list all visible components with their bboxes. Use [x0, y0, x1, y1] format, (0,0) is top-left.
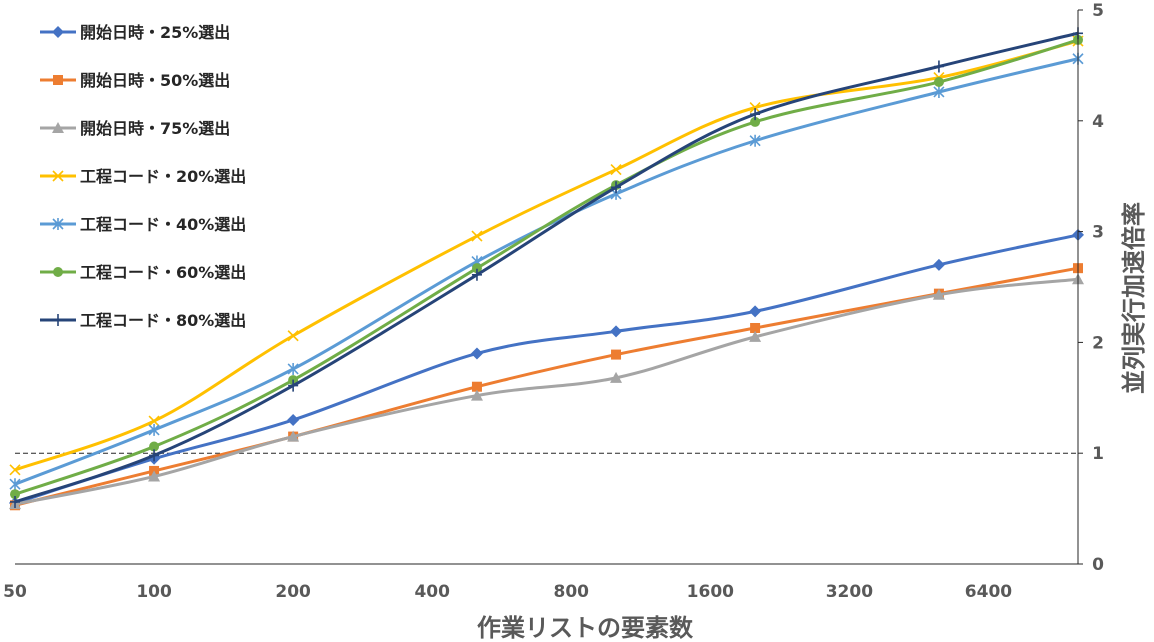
- data-point-marker: [471, 268, 482, 281]
- data-point-marker: [932, 258, 945, 271]
- legend-label: 開始日時・50%選出: [80, 71, 230, 90]
- data-point-marker: [10, 489, 20, 500]
- data-point-marker: [933, 85, 945, 98]
- data-point-marker: [288, 379, 299, 392]
- data-point-marker: [471, 381, 482, 392]
- y-tick-label: 5: [1092, 1, 1104, 21]
- data-point-marker: [148, 423, 160, 436]
- legend-label: 工程コード・60%選出: [80, 263, 246, 282]
- legend-item-1: 開始日時・25%選出: [40, 23, 230, 42]
- series-line: [14, 277, 1079, 506]
- x-tick-label: 50: [3, 582, 27, 602]
- legend: 開始日時・25%選出開始日時・50%選出開始日時・75%選出工程コード・20%選…: [40, 23, 246, 330]
- data-point-marker: [932, 288, 945, 300]
- legend-marker: [53, 314, 63, 326]
- data-point-marker: [470, 347, 483, 360]
- data-point-marker: [149, 449, 160, 462]
- legend-item-7: 工程コード・80%選出: [40, 311, 246, 330]
- data-point-marker: [749, 305, 762, 318]
- series-lines: [9, 27, 1084, 511]
- series-line: [14, 31, 1079, 504]
- x-tick-label: 100: [136, 582, 172, 602]
- legend-item-6: 工程コード・60%選出: [40, 263, 246, 282]
- data-point-marker: [471, 263, 482, 274]
- data-point-marker: [933, 77, 944, 88]
- legend-marker: [52, 26, 64, 38]
- data-point-marker: [750, 108, 761, 121]
- y-axis-title: 並列実行加速倍率: [1120, 202, 1148, 394]
- legend-marker: [52, 122, 64, 133]
- x-tick-label: 3200: [826, 582, 873, 602]
- legend-marker: [52, 170, 64, 182]
- series-line: [14, 38, 1079, 496]
- legend-label: 工程コード・20%選出: [80, 167, 246, 186]
- data-point-marker: [287, 430, 300, 442]
- data-point-marker: [610, 163, 622, 176]
- legend-marker: [53, 267, 63, 277]
- legend-item-3: 開始日時・75%選出: [40, 119, 230, 138]
- data-point-marker: [610, 325, 623, 338]
- data-point-marker: [287, 413, 300, 426]
- y-tick-label: 1: [1092, 444, 1104, 464]
- data-point-marker: [9, 464, 21, 476]
- data-point-marker: [749, 330, 762, 342]
- data-point-marker: [10, 495, 20, 508]
- x-tick-label: 800: [554, 582, 590, 602]
- x-tick-label: 400: [414, 582, 450, 602]
- legend-marker: [52, 218, 64, 230]
- axes: 0 1 2 3 4 5 50 100 200 400 800 1600 3200 6400: [3, 1, 1104, 602]
- data-point-marker: [749, 101, 761, 114]
- x-tick-label: 6400: [965, 582, 1012, 602]
- data-point-marker: [750, 116, 761, 127]
- y-tick-label: 4: [1092, 112, 1104, 132]
- legend-item-2: 開始日時・50%選出: [40, 71, 230, 90]
- legend-item-4: 工程コード・20%選出: [40, 167, 246, 186]
- data-point-marker: [933, 60, 944, 73]
- legend-label: 開始日時・25%選出: [80, 23, 230, 42]
- y-tick-label: 2: [1092, 333, 1104, 353]
- series-line: [14, 39, 1079, 472]
- data-point-marker: [470, 389, 483, 401]
- data-point-marker: [471, 230, 483, 242]
- legend-marker: [53, 75, 63, 85]
- data-point-marker: [611, 181, 622, 194]
- legend-label: 工程コード・40%選出: [80, 215, 246, 234]
- y-tick-label: 3: [1092, 223, 1104, 243]
- data-point-marker: [749, 134, 761, 147]
- data-point-marker: [610, 371, 623, 383]
- series-3: [9, 273, 1084, 510]
- data-point-marker: [149, 441, 160, 452]
- legend-label: 開始日時・75%選出: [80, 119, 230, 138]
- legend-label: 工程コード・80%選出: [80, 311, 246, 330]
- data-point-marker: [148, 470, 161, 482]
- series-6: [10, 34, 1083, 500]
- data-point-marker: [611, 349, 622, 360]
- x-axis-title: 作業リストの要素数: [477, 614, 694, 642]
- y-tick-label: 0: [1092, 555, 1104, 575]
- x-tick-label: 1600: [687, 582, 734, 602]
- data-point-marker: [148, 415, 160, 427]
- data-point-marker: [9, 478, 21, 491]
- data-point-marker: [750, 322, 761, 333]
- series-4: [9, 35, 1084, 476]
- data-point-marker: [287, 330, 299, 342]
- series-line: [14, 233, 1079, 505]
- x-tick-label: 200: [275, 582, 311, 602]
- legend-item-5: 工程コード・40%選出: [40, 215, 246, 234]
- data-point-marker: [287, 362, 299, 375]
